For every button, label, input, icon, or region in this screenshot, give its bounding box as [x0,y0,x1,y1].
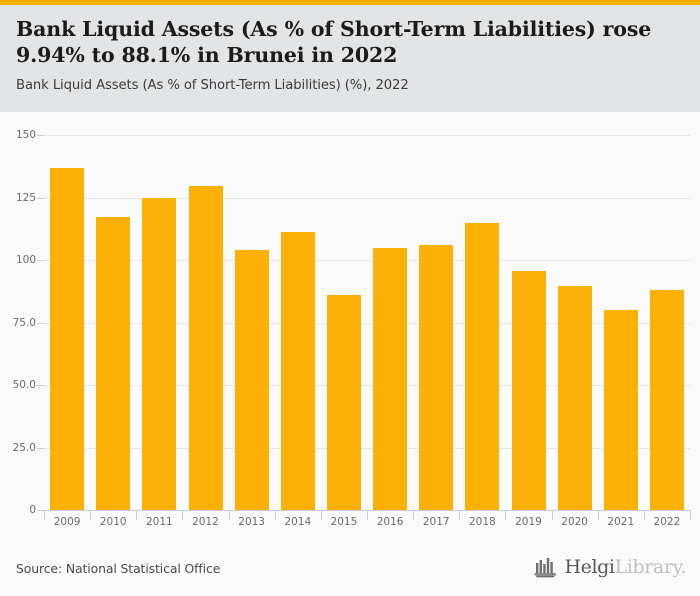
chart-title: Bank Liquid Assets (As % of Short-Term L… [16,17,652,67]
x-axis-label-2021: 2021 [607,516,635,528]
bar-2013[interactable] [234,250,269,510]
x-axis-separator [320,510,322,520]
x-axis-separator [597,510,599,520]
chart-footer: Source: National Statistical Office Helg… [0,540,700,596]
y-axis-tick [37,135,44,136]
x-axis-separator [136,510,138,520]
y-axis-label: 0 [29,504,36,516]
gridline [44,385,690,386]
logo-dot: . [680,555,686,578]
x-axis-separator [367,510,368,520]
y-axis-label: 125 [15,191,36,204]
x-axis-label-2017: 2017 [422,516,450,528]
x-axis-separator [182,510,184,520]
source-note: Source: National Statistical Office [16,561,221,576]
y-axis-label: 150 [15,129,36,141]
helgi-library-logo-icon [534,558,557,578]
bar-2011[interactable] [142,198,177,510]
plot-area: 0 25.0 50.0 75.0 100 125 150 2009 2010 2011 2012 2… [0,112,700,540]
x-axis-label-2020: 2020 [561,516,588,528]
x-axis-separator [690,510,691,520]
y-axis-tick [37,510,44,511]
helgi-library-logo[interactable]: HelgiLibrary. [534,556,686,578]
bar-2014[interactable] [280,231,315,510]
bar-2016[interactable] [373,247,408,510]
y-axis-label: 100 [15,254,36,266]
logo-wordmark: HelgiLibrary. [564,555,686,578]
gridline [44,135,690,136]
x-axis-separator [228,510,230,520]
x-axis-label-2014: 2014 [284,516,312,528]
bar-2019[interactable] [511,271,546,510]
x-axis-label-2013: 2013 [238,516,265,528]
bars-group [44,135,690,510]
top-accent-bar [0,0,700,5]
x-axis-label-2016: 2016 [376,516,404,528]
gridline [44,197,690,199]
x-axis-label-2009: 2009 [53,516,81,528]
logo-primary-text: Helgi [564,555,615,578]
bar-2015[interactable] [326,294,361,510]
bar-2021[interactable] [603,309,638,510]
x-axis-separator [505,510,507,520]
x-axis-separator [90,510,92,520]
bar-2012[interactable] [188,185,223,510]
gridline [44,322,690,324]
x-axis-label-2019: 2019 [515,516,542,528]
x-axis-separator [643,510,645,520]
y-axis-label: 50.0 [12,379,36,391]
x-axis-label-2015: 2015 [330,516,358,528]
bar-2010[interactable] [96,216,131,510]
x-axis-label-2010: 2010 [99,516,127,528]
y-axis-label: 25.0 [12,441,36,454]
gridline [44,260,690,261]
x-axis-label-2018: 2018 [468,516,496,528]
x-axis-label-2022: 2022 [653,516,681,528]
x-axis-separator [413,510,415,520]
x-axis-separator [551,510,553,520]
y-axis-tick [37,385,44,386]
x-axis-separator [459,510,461,520]
bar-2020[interactable] [557,285,592,510]
bar-2022[interactable] [649,289,684,510]
gridline [44,447,690,449]
y-axis-tick [37,447,44,449]
y-axis-label: 75.0 [12,316,36,329]
chart-subtitle: Bank Liquid Assets (As % of Short-Term L… [16,77,409,93]
x-axis-label-2012: 2012 [192,516,219,528]
y-axis-tick [37,260,44,261]
x-axis-separator [44,510,45,520]
bar-2009[interactable] [50,167,85,510]
chart-header: Bank Liquid Assets (As % of Short-Term L… [0,5,700,112]
bar-2017[interactable] [419,244,454,510]
x-axis-separator [274,510,276,520]
x-axis-label-2011: 2011 [145,516,173,528]
y-axis-tick [37,197,44,199]
plot-canvas [37,135,690,511]
bar-2018[interactable] [465,223,500,510]
logo-secondary-text: Library [614,555,681,578]
y-axis-tick [37,322,44,324]
